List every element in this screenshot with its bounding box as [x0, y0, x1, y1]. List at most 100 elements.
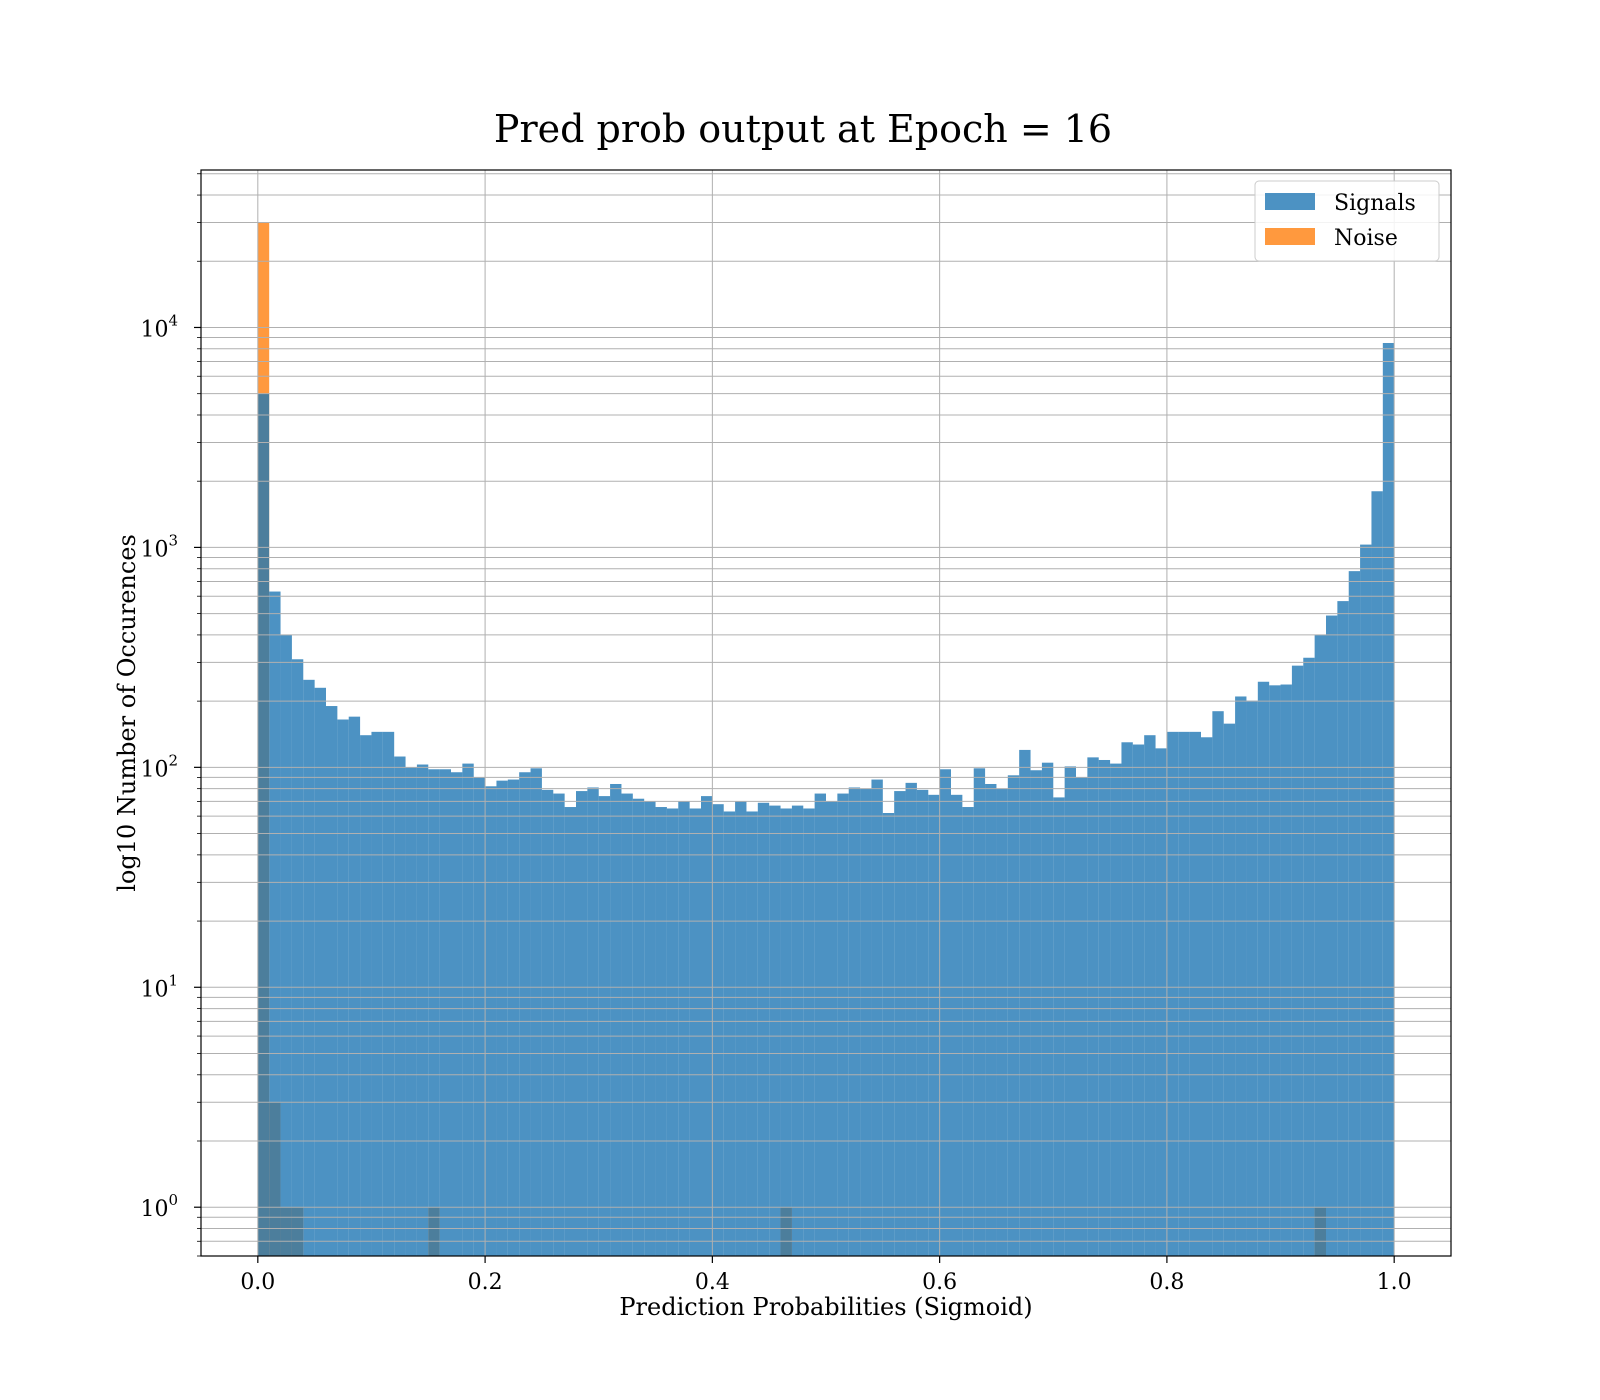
signal-bar [269, 591, 281, 1256]
x-tick-label: 0.6 [922, 1270, 957, 1295]
signal-bar [928, 794, 940, 1256]
signal-bar [576, 791, 588, 1256]
x-axis-label: Prediction Probabilities (Sigmoid) [619, 1293, 1032, 1321]
y-tick-label: 101 [140, 971, 178, 1002]
signal-bar [530, 768, 542, 1256]
signal-bar [951, 794, 963, 1256]
signal-bar [621, 793, 633, 1256]
signal-bar [257, 393, 270, 1256]
signal-bar [1030, 770, 1042, 1256]
y-tick-label: 103 [140, 531, 178, 562]
x-tick-label: 0.4 [695, 1270, 730, 1295]
plot-frame [200, 169, 1452, 1257]
signal-bar [303, 679, 315, 1256]
signal-bar [1053, 797, 1065, 1256]
signal-bar [894, 791, 906, 1256]
signal-bar [757, 802, 770, 1256]
signal-bar [382, 731, 395, 1256]
signal-bar [519, 772, 531, 1256]
signal-bar [314, 687, 326, 1256]
y-tick-label: 104 [140, 311, 178, 342]
legend-swatch [1265, 193, 1315, 210]
signal-bar [416, 764, 429, 1256]
x-axis: 0.0 0.2 0.4 0.6 0.8 1.0 [240, 1256, 1412, 1295]
signal-bar [1098, 759, 1111, 1256]
signal-bar [451, 772, 463, 1256]
signal-bar [360, 735, 372, 1256]
signal-bar [1087, 757, 1099, 1256]
chart-title: Pred prob output at Epoch = 16 [494, 107, 1112, 151]
signal-bar [1371, 491, 1383, 1256]
signal-bar [1007, 775, 1020, 1256]
signal-bar [1110, 763, 1122, 1256]
signal-bar [882, 813, 895, 1256]
y-axis: 100 101 102 103 104 [140, 173, 201, 1257]
signal-bar [553, 793, 565, 1256]
signal-bar [291, 659, 304, 1256]
signal-bar [1337, 601, 1349, 1256]
x-tick-label: 0.2 [468, 1270, 503, 1295]
signal-bar [973, 768, 986, 1256]
signal-bar [1280, 684, 1292, 1256]
signal-bar [780, 808, 792, 1256]
signal-bar [666, 808, 679, 1256]
signal-bar [1064, 766, 1076, 1256]
legend-label: Noise [1334, 226, 1398, 251]
signal-bar [1155, 748, 1167, 1256]
signal-bar [1326, 615, 1338, 1256]
signal-bar [1291, 665, 1304, 1256]
signal-bar [1041, 762, 1054, 1256]
signal-bar [428, 769, 440, 1256]
signal-bar [678, 801, 690, 1256]
signal-bar [803, 808, 815, 1256]
signal-bar [1201, 737, 1213, 1256]
y-tick-label: 100 [140, 1191, 178, 1222]
signal-bar [814, 793, 826, 1256]
x-tick-label: 0.8 [1149, 1270, 1184, 1295]
signal-bar [632, 798, 645, 1256]
signal-bar [701, 796, 713, 1256]
signal-bar [1314, 634, 1326, 1256]
legend: Signals Noise [1254, 180, 1440, 262]
signal-bar [644, 801, 656, 1256]
signal-bar [280, 634, 292, 1256]
signal-bar [371, 731, 383, 1256]
signal-bar [655, 807, 667, 1256]
signal-bar [1076, 777, 1088, 1256]
y-axis-label: log10 Number of Occurences [113, 534, 141, 892]
signal-bar [1189, 731, 1201, 1256]
signal-bar [541, 789, 554, 1256]
signal-bars [257, 342, 1395, 1256]
signal-bar [1360, 544, 1372, 1256]
x-tick-label: 0.0 [240, 1270, 275, 1295]
signal-bar [1246, 700, 1258, 1256]
signal-bar [769, 805, 781, 1256]
signal-bar [1178, 731, 1190, 1256]
signal-bar [905, 782, 917, 1256]
signal-bar [326, 706, 338, 1256]
signal-bar [598, 796, 611, 1256]
signal-bar [610, 783, 622, 1256]
signal-bar [1212, 711, 1224, 1256]
signal-bar [1269, 685, 1281, 1256]
signal-bar [1019, 749, 1031, 1256]
signal-bar [439, 769, 451, 1256]
signal-bar [860, 788, 872, 1256]
signal-bar [1348, 571, 1361, 1256]
signal-bar [723, 811, 736, 1256]
signal-bar [1223, 723, 1236, 1256]
signal-bar [1303, 657, 1315, 1256]
signal-bar [507, 779, 520, 1256]
signal-bar [394, 756, 406, 1256]
signal-bar [712, 804, 724, 1256]
signal-bar [1144, 735, 1156, 1256]
signal-bar [1132, 744, 1145, 1256]
signal-bar [996, 788, 1008, 1256]
signal-bar [916, 789, 929, 1256]
signal-bar [837, 793, 849, 1256]
signal-bar [348, 716, 361, 1256]
signal-bar [985, 783, 997, 1256]
signal-bar [564, 807, 576, 1256]
signal-bar [962, 807, 974, 1256]
signal-bar [871, 779, 883, 1256]
